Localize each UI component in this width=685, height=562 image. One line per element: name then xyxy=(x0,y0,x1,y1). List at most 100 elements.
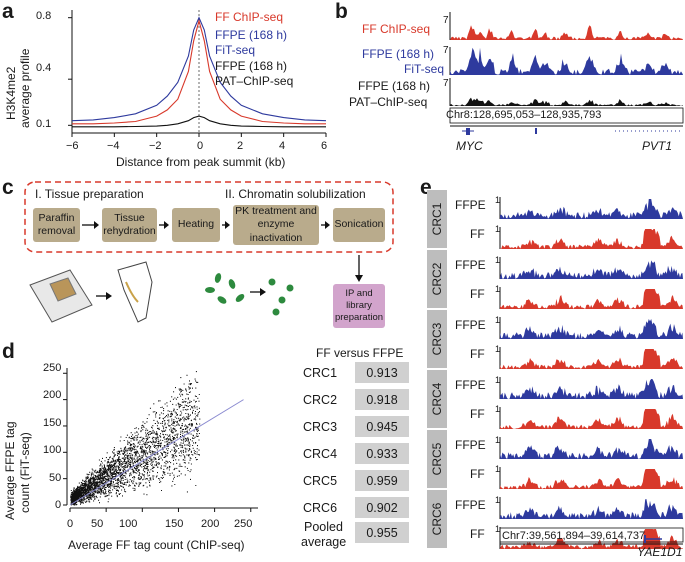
a-legend-pat-2: PAT–ChIP-seq xyxy=(215,74,294,88)
e-track-signal-ffpe xyxy=(500,199,683,219)
d-ytick: 50 xyxy=(49,472,62,484)
panel-label-e: e xyxy=(420,176,432,199)
d-row-value: 0.933 xyxy=(355,443,409,464)
panel-label-d: d xyxy=(2,340,15,363)
a-xtick: 0 xyxy=(197,140,204,152)
c-step-pk-treatment: PK treatment and enzyme inactivation xyxy=(233,205,319,245)
e-sample-label: CRC1 xyxy=(430,202,444,236)
d-xtick: 0 xyxy=(67,518,74,530)
e-track-label-ffpe: FFPE xyxy=(455,258,486,272)
d-row-value: 0.902 xyxy=(355,497,409,518)
e-track-scale: 1 xyxy=(495,404,501,414)
e-track-scale: 1 xyxy=(495,524,501,534)
d-row-label: CRC3 xyxy=(303,420,338,434)
d-row-value: 0.959 xyxy=(355,470,409,491)
e-sample-label: CRC4 xyxy=(430,382,444,416)
d-ytick: 250 xyxy=(43,362,62,374)
d-pooled-label-1: Pooled xyxy=(304,520,343,534)
b-track-fit-label-2: FiT-seq xyxy=(404,62,445,76)
e-sample-box xyxy=(427,430,447,488)
a-legend-pat-1: FFPE (168 h) xyxy=(215,59,288,73)
e-sample-label: CRC2 xyxy=(430,262,444,296)
c-arrowhead xyxy=(325,221,330,229)
d-ylabel-1: Average FFPE tag xyxy=(3,421,17,521)
d-xtick: 250 xyxy=(234,518,253,530)
a-xtick: 4 xyxy=(279,140,286,152)
d-ylabel-2: count (FiT-seq) xyxy=(18,432,32,513)
d-xtick: 100 xyxy=(119,518,138,530)
b-track-pat-signal xyxy=(450,97,683,106)
d-table-title: FF versus FFPE xyxy=(316,346,404,360)
c-fragment-icon xyxy=(278,296,286,304)
b-coords: Chr8:128,695,053–128,935,793 xyxy=(446,109,602,121)
e-track-label-ff: FF xyxy=(470,407,485,421)
d-scatter-points xyxy=(70,371,201,506)
e-track-label-ff: FF xyxy=(470,347,485,361)
e-track-label-ff: FF xyxy=(470,227,485,241)
e-track-label-ffpe: FFPE xyxy=(455,318,486,332)
e-track-scale: 1 xyxy=(495,224,501,234)
c-dashed-frame xyxy=(24,181,394,253)
panel-label-c: c xyxy=(2,176,14,199)
e-track-label-ffpe: FFPE xyxy=(455,198,486,212)
e-track-label-ff: FF xyxy=(470,287,485,301)
e-track-signal-ff xyxy=(500,229,683,249)
d-ytick: 100 xyxy=(43,444,62,456)
e-track-signal-ff xyxy=(500,289,683,309)
c-arrowhead xyxy=(106,292,112,300)
b-track-ff-label: FF ChIP-seq xyxy=(362,22,431,36)
e-track-signal-ffpe xyxy=(500,319,683,339)
d-xlabel: Average FF tag count (ChIP-seq) xyxy=(68,538,245,552)
c-bacteria-icon xyxy=(235,294,245,302)
c-bacteria-icon xyxy=(205,287,215,293)
b-track-fit-label-1: FFPE (168 h) xyxy=(362,47,435,61)
a-xtick: −4 xyxy=(107,140,120,152)
e-sample-label: CRC5 xyxy=(430,442,444,476)
c-step-tissue-rehydration: Tissue rehydration xyxy=(102,208,157,242)
d-xtick: 50 xyxy=(91,518,104,530)
c-bacteria-icon xyxy=(214,273,222,283)
d-row-label: CRC6 xyxy=(303,501,338,515)
d-xtick: 200 xyxy=(201,518,220,530)
c-section-2: II. Chromatin solubilization xyxy=(225,187,366,201)
c-fragment-icon xyxy=(272,308,280,316)
e-track-signal-ff xyxy=(500,469,683,489)
a-ytick-0.8: 0.8 xyxy=(36,10,52,22)
e-track-signal-ffpe xyxy=(500,379,683,399)
d-ytick: 200 xyxy=(43,389,62,401)
e-sample-box xyxy=(427,250,447,308)
a-xtick: −2 xyxy=(149,140,162,152)
c-tube-content xyxy=(125,281,139,303)
a-xtick: 2 xyxy=(237,140,244,152)
e-track-scale: 1 xyxy=(495,495,501,505)
e-gene-yae1d1: YAE1D1 xyxy=(637,545,683,559)
c-bacteria-icon xyxy=(228,279,236,289)
b-gene-pvt1: PVT1 xyxy=(642,139,673,153)
c-section-1: I. Tissue preparation xyxy=(35,187,144,201)
c-arrowhead-down xyxy=(355,275,363,282)
a-ytick-0.1: 0.1 xyxy=(36,118,52,130)
d-pooled-value: 0.955 xyxy=(355,522,409,543)
b-track-ff-signal xyxy=(450,25,683,40)
a-legend-ff: FF ChIP-seq xyxy=(215,10,284,24)
e-track-label-ff: FF xyxy=(470,527,485,541)
e-sample-label: CRC6 xyxy=(430,502,444,536)
e-track-scale: 1 xyxy=(495,255,501,265)
d-trend-line xyxy=(69,399,244,506)
e-gene-mark xyxy=(644,535,646,543)
d-ytick: 0 xyxy=(55,499,62,511)
b-scale-1: 7 xyxy=(443,15,449,26)
c-arrowhead xyxy=(164,221,169,229)
e-track-label-ffpe: FFPE xyxy=(455,438,486,452)
e-track-signal-ffpe xyxy=(500,439,683,459)
b-scale-2: 7 xyxy=(443,45,449,56)
e-track-scale: 1 xyxy=(495,435,501,445)
e-coords: Chr7:39,561,894–39,614,737 xyxy=(502,530,646,542)
c-bacteria-icon xyxy=(217,296,227,304)
a-xtick: 6 xyxy=(321,140,328,152)
e-sample-box xyxy=(427,370,447,428)
b-track-fit-signal xyxy=(450,47,683,75)
d-row-value: 0.918 xyxy=(355,389,409,410)
e-coord-box xyxy=(499,527,684,543)
